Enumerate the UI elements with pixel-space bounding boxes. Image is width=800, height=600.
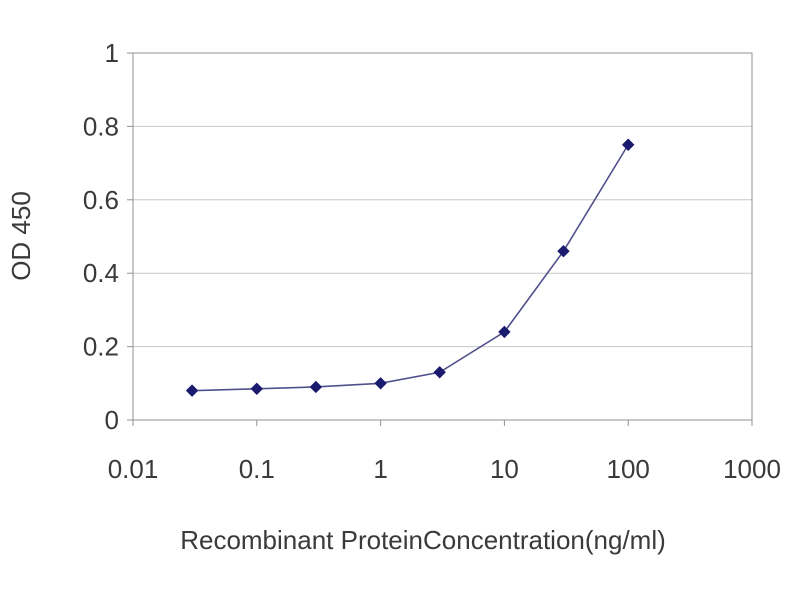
x-tick-label: 1000	[723, 454, 781, 484]
data-point-marker	[309, 380, 323, 394]
x-tick-label: 1	[373, 454, 387, 484]
y-tick-label: 1	[105, 38, 119, 68]
x-tick-label: 0.1	[239, 454, 275, 484]
data-point-marker	[433, 366, 446, 379]
y-axis-title: OD 450	[6, 191, 36, 281]
axis-ticks	[127, 52, 753, 426]
x-tick-label: 10	[490, 454, 519, 484]
axis-tick-labels: 0 0.2 0.4 0.6 0.8 1 0.01 0.1 1 10 100 1000	[83, 38, 781, 484]
x-axis-title: Recombinant ProteinConcentration(ng/ml)	[180, 525, 666, 555]
data-series	[185, 138, 635, 397]
data-point-marker	[621, 138, 635, 151]
data-point-marker	[374, 377, 387, 390]
series-line	[192, 144, 629, 392]
y-tick-label: 0	[105, 405, 119, 435]
y-tick-label: 0.2	[83, 332, 119, 362]
data-point-marker	[557, 244, 570, 258]
x-tick-label: 0.01	[108, 454, 159, 484]
plot-area-border	[132, 52, 753, 421]
x-tick-label: 100	[607, 454, 650, 484]
data-point-marker	[185, 384, 199, 397]
y-tick-label: 0.6	[83, 185, 119, 215]
y-tick-label: 0.8	[83, 111, 119, 141]
y-tick-label: 0.4	[83, 258, 119, 288]
gridlines	[133, 125, 752, 348]
data-point-marker	[498, 325, 511, 339]
data-point-marker	[250, 382, 264, 396]
